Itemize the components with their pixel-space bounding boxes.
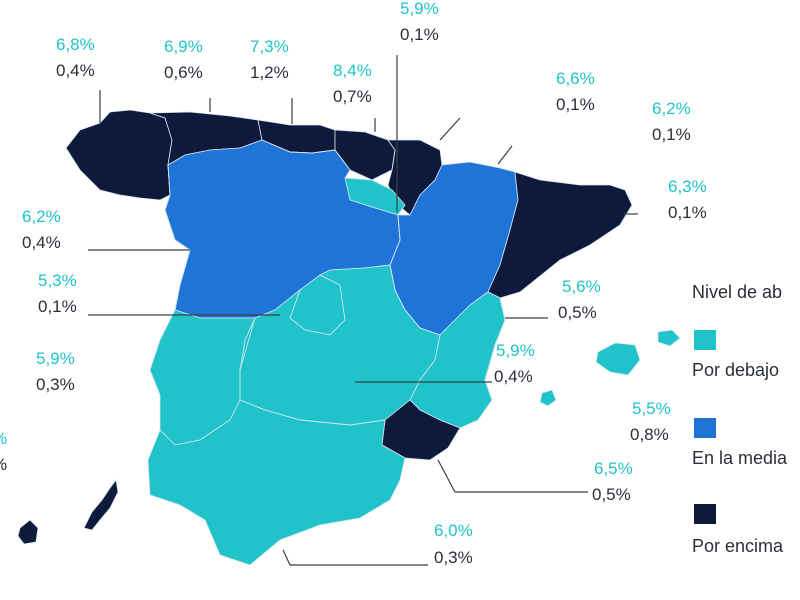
label-castilla-leon-val: 0,4% [22, 233, 61, 252]
label-murcia-val: 0,5% [592, 485, 631, 504]
label-la-rioja-val: 0,1% [556, 95, 595, 114]
label-aragon-val: 0,1% [652, 125, 691, 144]
label-valencia-val: 0,5% [558, 303, 597, 322]
region-baleares-ibiza[interactable] [539, 389, 557, 407]
region-andalucia[interactable] [147, 399, 406, 566]
region-baleares-menorca[interactable] [657, 329, 681, 347]
label-madrid-pct: 5,3% [38, 271, 77, 290]
legend-swatch-below [694, 330, 716, 350]
label-cataluna-val: 0,1% [668, 203, 707, 222]
label-cantabria-val: 1,2% [250, 63, 289, 82]
label-galicia-pct: 6,8% [56, 35, 95, 54]
label-asturias-pct: 6,9% [164, 37, 203, 56]
legend-swatch-average [694, 418, 716, 438]
label-castilla-la-mancha-pct: 5,9% [496, 341, 535, 360]
legend: Nivel de ab Por debajo En la media Por e… [692, 282, 788, 556]
label-andalucia-pct: 6,0% [434, 521, 473, 540]
label-castilla-leon-pct: 6,2% [22, 207, 61, 226]
label-asturias-val: 0,6% [164, 63, 203, 82]
label-canarias-val: % [0, 455, 7, 474]
label-extremadura-val: 0,3% [36, 375, 75, 394]
legend-label-below: Por debajo [692, 360, 779, 380]
label-pais-vasco-val: 0,7% [333, 87, 372, 106]
label-cantabria-pct: 7,3% [250, 37, 289, 56]
label-baleares-val: 0,8% [630, 425, 669, 444]
label-castilla-la-mancha-val: 0,4% [494, 367, 533, 386]
label-pais-vasco-pct: 8,4% [333, 61, 372, 80]
legend-label-average: En la media [692, 448, 788, 468]
region-canarias-gran-canaria[interactable] [17, 519, 39, 545]
label-valencia-pct: 5,6% [562, 277, 601, 296]
label-baleares-pct: 5,5% [632, 399, 671, 418]
label-extremadura-pct: 5,9% [36, 349, 75, 368]
label-la-rioja-pct: 6,6% [556, 69, 595, 88]
label-murcia-pct: 6,5% [594, 459, 633, 478]
legend-label-above: Por encima [692, 536, 784, 556]
label-canarias-pct: % [0, 429, 7, 448]
region-cataluna[interactable] [487, 171, 633, 299]
region-canarias-fuerteventura[interactable] [83, 479, 119, 531]
legend-swatch-above [694, 504, 716, 524]
label-andalucia-val: 0,3% [434, 548, 473, 567]
label-navarra-pct: 5,9% [400, 0, 439, 18]
region-galicia[interactable] [65, 109, 173, 201]
label-galicia-val: 0,4% [56, 61, 95, 80]
region-baleares-mallorca[interactable] [595, 342, 641, 376]
label-madrid-val: 0,1% [38, 297, 77, 316]
label-aragon-pct: 6,2% [652, 99, 691, 118]
legend-title: Nivel de ab [692, 282, 782, 302]
label-cataluna-pct: 6,3% [668, 177, 707, 196]
label-navarra-val: 0,1% [400, 25, 439, 44]
